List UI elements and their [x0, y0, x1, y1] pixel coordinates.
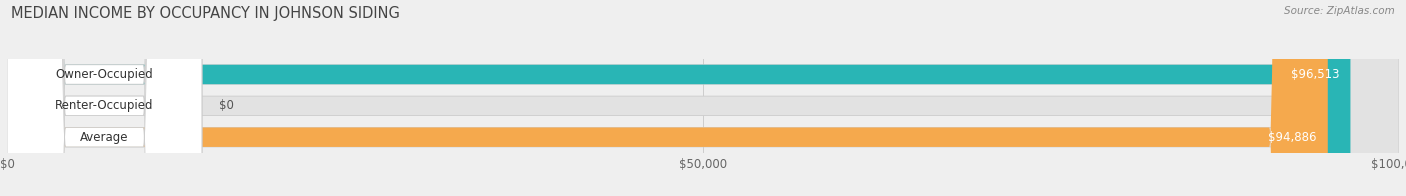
Text: Source: ZipAtlas.com: Source: ZipAtlas.com	[1284, 6, 1395, 16]
FancyBboxPatch shape	[7, 0, 1399, 196]
Text: $96,513: $96,513	[1291, 68, 1340, 81]
FancyBboxPatch shape	[7, 0, 1327, 196]
Text: Average: Average	[80, 131, 129, 144]
FancyBboxPatch shape	[7, 0, 202, 196]
Text: Owner-Occupied: Owner-Occupied	[56, 68, 153, 81]
FancyBboxPatch shape	[7, 0, 202, 196]
Text: $94,886: $94,886	[1268, 131, 1316, 144]
FancyBboxPatch shape	[7, 0, 1399, 196]
FancyBboxPatch shape	[7, 0, 202, 196]
FancyBboxPatch shape	[7, 0, 1350, 196]
FancyBboxPatch shape	[7, 0, 1399, 196]
Text: MEDIAN INCOME BY OCCUPANCY IN JOHNSON SIDING: MEDIAN INCOME BY OCCUPANCY IN JOHNSON SI…	[11, 6, 401, 21]
Text: Renter-Occupied: Renter-Occupied	[55, 99, 153, 112]
Text: $0: $0	[218, 99, 233, 112]
